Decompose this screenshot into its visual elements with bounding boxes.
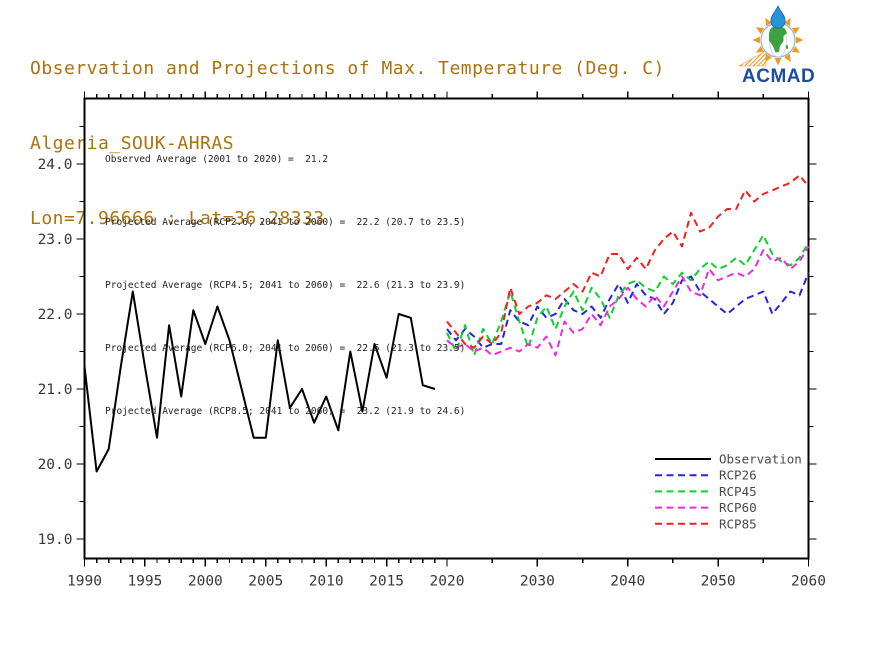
x-tick-label: 2015 bbox=[369, 574, 404, 590]
x-axis-labels: 1990 1995 2000 2005 2010 2015 2020 2030 2040 2050… bbox=[67, 574, 826, 590]
average-annotations: Observed Average (2001 to 2020) = 21.2 P… bbox=[105, 107, 465, 443]
legend-label: RCP60 bbox=[719, 500, 757, 515]
x-tick-label: 2030 bbox=[520, 574, 555, 590]
logo-ray bbox=[791, 27, 801, 34]
annotation-rcp26: Projected Average (RCP2.6; 2041 to 2060)… bbox=[105, 217, 466, 228]
logo-ray bbox=[755, 27, 765, 34]
legend-label: RCP26 bbox=[719, 468, 757, 483]
annotation-observed: Observed Average (2001 to 2020) = 21.2 bbox=[105, 154, 329, 165]
logo-ray bbox=[752, 36, 760, 44]
axis-ticks bbox=[76, 91, 817, 567]
legend-label: Observation bbox=[719, 452, 802, 467]
logo-ray bbox=[765, 53, 772, 63]
station-name: Algeria_SOUK-AHRAS bbox=[30, 133, 235, 154]
logo-brand-text: ACMAD bbox=[742, 66, 815, 87]
acmad-logo: ACMAD bbox=[737, 5, 815, 87]
x-tick-label: 2010 bbox=[309, 574, 344, 590]
page-title: Observation and Projections of Max. Temp… bbox=[30, 58, 665, 79]
data-series bbox=[83, 174, 810, 473]
y-tick-label: 21.0 bbox=[38, 382, 73, 398]
y-tick-label: 24.0 bbox=[38, 157, 73, 173]
y-tick-label: 20.0 bbox=[38, 457, 73, 473]
x-tick-label: 2005 bbox=[248, 574, 283, 590]
series-line-rcp26 bbox=[446, 272, 810, 349]
logo-ray bbox=[791, 46, 801, 53]
legend-label: RCP45 bbox=[719, 484, 757, 499]
x-tick-label: 1990 bbox=[67, 574, 102, 590]
annotation-rcp85: Projected Average (RCP8.5; 2041 to 2060)… bbox=[105, 406, 466, 417]
series-line-rcp60 bbox=[446, 245, 810, 357]
y-axis-labels: 19.0 20.0 21.0 22.0 23.0 24.0 bbox=[38, 157, 73, 548]
y-tick-label: 22.0 bbox=[38, 307, 73, 323]
y-tick-label: 23.0 bbox=[38, 232, 73, 248]
logo-ray bbox=[755, 46, 765, 53]
water-drop-icon bbox=[770, 5, 786, 29]
series-line-observation bbox=[83, 290, 436, 473]
logo-ray bbox=[765, 17, 772, 27]
logo-ray bbox=[796, 36, 804, 44]
logo-ray bbox=[774, 58, 782, 66]
title-block: Observation and Projections of Max. Temp… bbox=[30, 6, 665, 256]
x-tick-label: 2000 bbox=[188, 574, 223, 590]
madagascar-icon bbox=[786, 45, 788, 49]
sun-rays-icon bbox=[752, 14, 804, 66]
hatched-triangle-icon bbox=[737, 50, 767, 67]
annotation-rcp45: Projected Average (RCP4.5; 2041 to 2060)… bbox=[105, 280, 466, 291]
x-tick-label: 2020 bbox=[430, 574, 465, 590]
series-line-rcp85 bbox=[446, 174, 810, 349]
logo-ray bbox=[784, 17, 791, 27]
y-tick-label: 19.0 bbox=[38, 532, 73, 548]
x-tick-label: 1995 bbox=[127, 574, 162, 590]
legend-label: RCP85 bbox=[719, 516, 757, 531]
x-tick-label: 2050 bbox=[701, 574, 736, 590]
x-tick-label: 2060 bbox=[791, 574, 826, 590]
africa-icon bbox=[769, 26, 787, 53]
series-line-rcp45 bbox=[446, 234, 810, 357]
annotation-rcp60: Projected Average (RCP6.0; 2041 to 2060)… bbox=[105, 343, 466, 354]
logo-ray bbox=[784, 53, 791, 63]
x-tick-label: 2040 bbox=[610, 574, 645, 590]
coordinates: Lon=7.96666 : Lat=36.28333 bbox=[30, 208, 325, 229]
